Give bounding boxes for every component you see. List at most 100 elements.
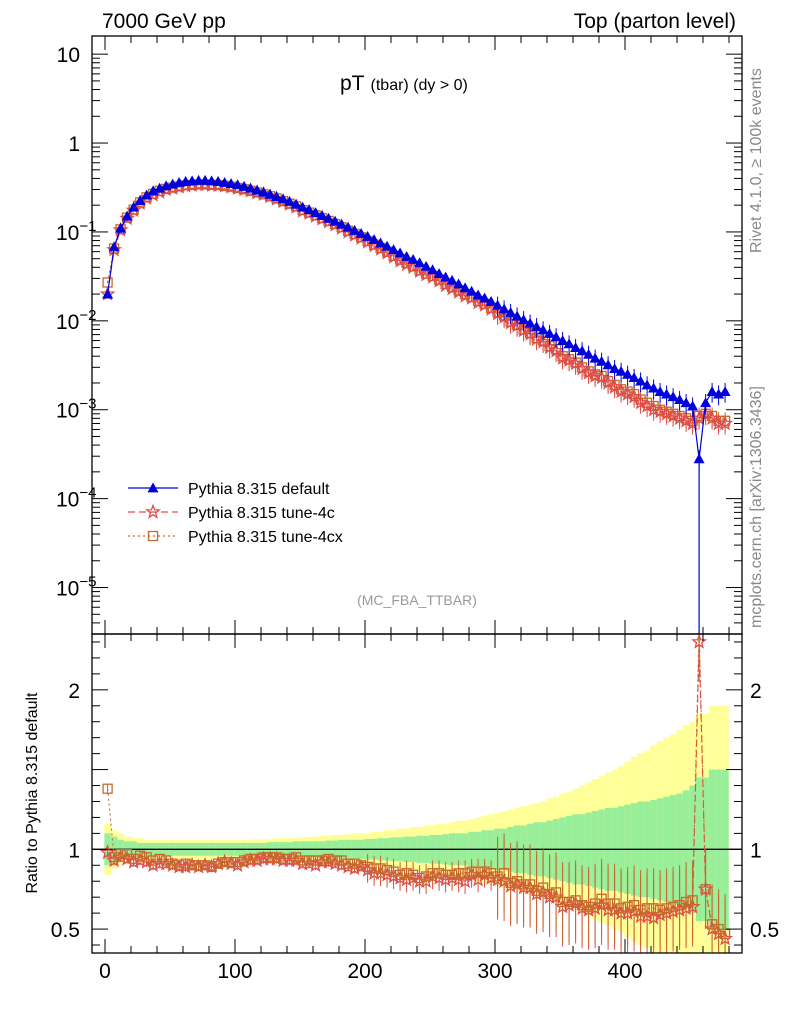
marker-tune4cx [264,852,276,863]
marker-default [687,400,699,411]
marker-default [128,201,140,212]
marker-tune4cx [271,852,282,863]
marker-tune4cx [154,853,165,865]
marker-default [570,342,582,352]
marker-tune4cx [362,861,373,873]
marker-tune4cx [173,860,185,871]
marker-tune4cx [147,855,159,866]
marker-tune4c [99,844,116,860]
marker-default [407,253,419,264]
marker-tune4cx [193,860,204,871]
marker-default [719,386,731,396]
marker-default [557,335,569,345]
marker-default [459,282,471,293]
marker-tune4c [626,388,643,404]
x-tick-label: 300 [477,960,512,983]
marker-default [667,391,679,402]
marker-default [485,295,497,306]
legend-label-default: Pythia 8.315 default [188,481,330,498]
marker-tune4cx [524,879,536,890]
marker-tune4cx [147,530,159,542]
marker-tune4c [548,342,565,358]
marker-tune4c [125,201,142,218]
marker-tune4c [671,409,688,426]
marker-tune4c [613,383,630,399]
marker-default [108,241,120,252]
marker-tune4cx [563,896,575,908]
marker-tune4cx [206,861,217,873]
marker-default [622,368,634,379]
marker-tune4cx [251,853,263,865]
marker-tune4c [106,241,123,257]
marker-default [628,372,640,382]
marker-default [453,278,465,289]
marker-tune4c [515,322,532,338]
marker-tune4cx [433,868,445,879]
ratio-ylabel: Ratio to Pythia 8.315 default [24,692,41,894]
marker-tune4c [554,349,571,365]
marker-tune4cx [388,866,399,877]
marker-tune4cx [375,863,386,874]
marker-default [147,482,159,493]
marker-default [303,204,315,215]
marker-default [401,250,413,261]
marker-default [531,321,543,332]
marker-tune4cx [420,871,432,882]
marker-default [635,375,647,386]
marker-tune4cx [635,904,646,916]
marker-default [706,386,718,396]
marker-tune4cx [160,855,172,866]
marker-tune4c [574,360,591,376]
marker-tune4cx [518,879,529,890]
marker-tune4cx [674,900,685,911]
marker-tune4cx [232,856,243,868]
marker-default [219,176,231,187]
marker-tune4c [645,401,662,417]
marker-default [115,222,127,233]
marker-default [615,365,627,376]
marker-tune4cx [648,903,659,914]
marker-tune4cx [297,855,308,866]
marker-tune4cx [654,904,666,916]
marker-default [641,379,653,390]
marker-default [472,289,484,300]
marker-tune4c [119,210,136,226]
marker-tune4cx [622,901,633,912]
marker-tune4cx [680,896,692,908]
x-tick-label: 100 [217,960,252,983]
marker-default [232,179,244,190]
y-tick-label: 10−4 [56,485,96,512]
marker-tune4cx [128,853,139,865]
x-tick-label: 200 [347,960,382,983]
marker-default [550,331,562,342]
marker-tune4c [678,412,695,428]
marker-default [427,264,439,275]
marker-default [290,198,302,209]
marker-tune4cx [316,855,328,866]
x-tick-label: 0 [99,960,111,983]
marker-default [336,218,348,229]
marker-tune4cx [342,858,354,869]
marker-tune4cx [368,863,380,874]
y-tick-label: 10−2 [56,307,96,334]
marker-tune4cx [427,868,438,879]
marker-default [700,397,712,408]
marker-tune4c [580,364,597,380]
marker-tune4cx [277,853,289,865]
marker-default [661,388,673,399]
marker-tune4cx [557,896,568,908]
header-left-title: 7000 GeV pp [102,10,226,33]
marker-tune4cx [550,887,562,898]
marker-default [466,285,478,296]
marker-default [576,345,588,356]
marker-tune4cx [349,858,360,869]
series-line-default [107,179,726,459]
marker-tune4cx [180,858,191,869]
marker-tune4cx [225,856,237,868]
marker-default [563,338,575,349]
plot-title-main: pT [340,72,365,95]
y-tick-label: 1 [68,133,80,156]
legend-label-tune4cx: Pythia 8.315 tune-4cx [188,529,343,546]
marker-tune4cx [134,850,146,861]
